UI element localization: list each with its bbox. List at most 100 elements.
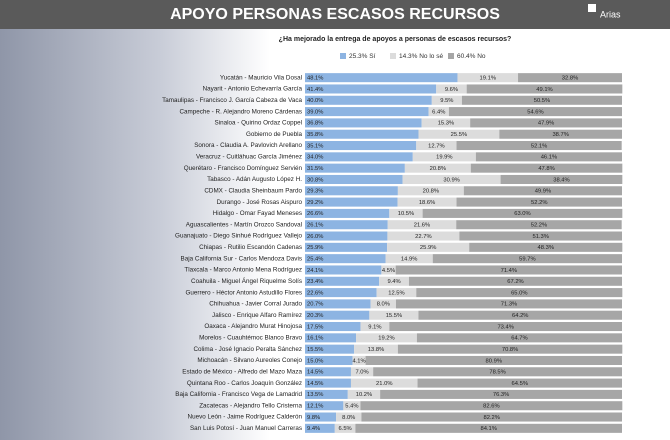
bar-segment	[385, 254, 433, 264]
value-label: 16.1%	[307, 336, 323, 342]
value-label: 78.5%	[489, 370, 505, 376]
value-label: 9.4%	[387, 279, 400, 285]
bar-segment	[416, 141, 457, 151]
value-label: 13.5%	[307, 392, 323, 398]
value-label: 70.8%	[502, 347, 518, 353]
category-label: Quintana Roo - Carlos Joaquín González	[187, 380, 302, 387]
value-label: 67.2%	[507, 279, 523, 285]
bar-segment	[373, 367, 622, 377]
value-label: 73.4%	[497, 324, 513, 330]
category-label: Yucatán - Mauricio Vila Dosal	[220, 74, 302, 81]
bar-segment	[336, 412, 362, 422]
category-label: Veracruz - Cuitláhuac García Jiménez	[196, 154, 302, 161]
bar-segment	[305, 174, 403, 184]
bar-segment	[381, 265, 396, 275]
value-label: 14.5%	[307, 370, 323, 376]
bar-segment	[305, 378, 351, 388]
value-label: 38.7%	[552, 132, 568, 138]
legend-swatch	[340, 53, 346, 59]
legend-swatch	[390, 53, 396, 59]
bar-segment	[397, 197, 457, 207]
category-label: Colima - José Ignacio Peralta Sánchez	[193, 346, 302, 353]
category-label: Baja California - Francisco Vega de Lama…	[175, 391, 302, 398]
value-label: 25.5%	[451, 132, 467, 138]
value-label: 35.8%	[307, 132, 323, 138]
bar-segment	[305, 107, 429, 117]
value-label: 20.3%	[307, 313, 323, 319]
category-label: Gobierno de Puebla	[246, 131, 303, 138]
bar-segment	[466, 84, 623, 94]
logo: Arias	[600, 9, 621, 19]
value-label: 51.3%	[532, 234, 548, 240]
bar-segment	[470, 163, 623, 173]
bar-segment	[305, 412, 337, 422]
value-label: 36.8%	[307, 121, 323, 127]
bar-segment	[305, 73, 458, 83]
value-label: 14.5%	[307, 381, 323, 387]
value-label: 9.4%	[307, 426, 320, 432]
value-label: 20.7%	[307, 302, 323, 308]
value-label: 71.3%	[501, 302, 517, 308]
value-label: 22.6%	[307, 290, 323, 296]
value-label: 26.1%	[307, 223, 323, 229]
bar-segment	[432, 254, 622, 264]
bar-segment	[397, 344, 623, 354]
chart-subtitle: ¿Ha mejorado la entrega de apoyos a pers…	[279, 36, 512, 43]
value-label: 20.8%	[423, 189, 439, 195]
value-label: 76.3%	[493, 392, 509, 398]
bar-segment	[380, 389, 622, 399]
bar-segment	[305, 129, 419, 139]
value-label: 71.4%	[501, 268, 517, 274]
value-label: 24.1%	[307, 268, 323, 274]
bar-segment	[305, 389, 348, 399]
value-label: 65.0%	[511, 290, 527, 296]
value-label: 52.2%	[531, 223, 547, 229]
bar-segment	[422, 208, 623, 218]
category-label: Morelos - Cuauhtémoc Blanco Bravo	[199, 335, 302, 342]
value-label: 15.3%	[438, 121, 454, 127]
bar-segment	[421, 118, 471, 128]
bar-segment	[361, 412, 622, 422]
value-label: 10.2%	[356, 392, 372, 398]
value-label: 50.5%	[534, 98, 550, 104]
bar-segment	[416, 333, 622, 343]
value-label: 25.9%	[307, 245, 323, 251]
value-label: 47.8%	[538, 166, 554, 172]
value-label: 7.0%	[355, 370, 368, 376]
bar-segment	[305, 220, 388, 230]
bar-segment	[305, 322, 361, 332]
value-label: 12.7%	[428, 143, 444, 149]
value-label: 26.6%	[307, 211, 323, 217]
bar-segment	[347, 389, 381, 399]
value-label: 19.1%	[480, 75, 496, 81]
bar-segment	[305, 265, 382, 275]
bar-segment	[305, 163, 405, 173]
value-label: 14.9%	[401, 256, 417, 262]
value-label: 12.1%	[307, 404, 323, 410]
value-label: 80.9%	[486, 358, 502, 364]
value-label: 9.1%	[368, 324, 381, 330]
value-label: 8.0%	[342, 415, 355, 421]
legend-swatch	[448, 53, 454, 59]
bar-segment	[350, 378, 418, 388]
category-label: Oaxaca - Alejandro Murat Hinojosa	[204, 323, 302, 330]
bar-segment	[379, 276, 409, 286]
bar-segment	[305, 310, 370, 320]
photo-area	[0, 0, 270, 440]
value-label: 21.6%	[414, 223, 430, 229]
value-label: 82.6%	[483, 404, 499, 410]
value-label: 9.5%	[440, 98, 453, 104]
bar-segment	[305, 355, 353, 365]
bar-segment	[305, 231, 388, 241]
value-label: 15.0%	[307, 358, 323, 364]
value-label: 47.9%	[538, 121, 554, 127]
value-label: 64.7%	[511, 336, 527, 342]
value-label: 64.2%	[512, 313, 528, 319]
bar-segment	[305, 344, 355, 354]
bar-segment	[360, 322, 390, 332]
category-label: San Luis Potosí - Juan Manuel Carreras	[190, 425, 302, 432]
category-label: Nuevo León - Jaime Rodríguez Calderón	[188, 414, 303, 421]
category-label: Durango - José Rosas Aispuro	[217, 199, 303, 206]
value-label: 31.5%	[307, 166, 323, 172]
bar-segment	[418, 310, 622, 320]
